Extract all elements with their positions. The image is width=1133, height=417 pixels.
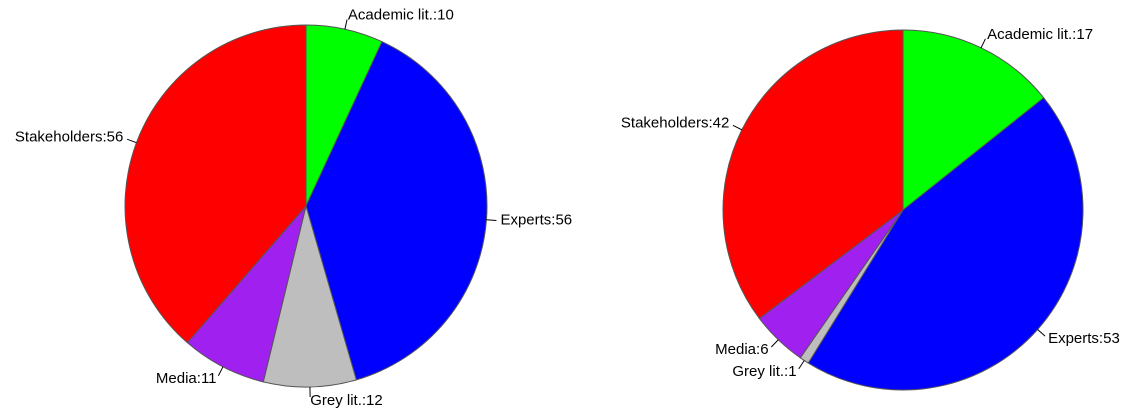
right-slice-stakeholders: [722, 29, 904, 320]
right-tick-media: [770, 339, 779, 348]
right-slice-academic-lit: [902, 29, 1045, 212]
right-label-stakeholders: Stakeholders:42: [621, 114, 729, 131]
left-label-stakeholders: Stakeholders:56: [15, 129, 123, 146]
left-tick-experts: [486, 219, 497, 221]
right-label-academic-lit: Academic lit.:17: [987, 26, 1093, 43]
right-label-media: Media:6: [715, 341, 768, 358]
left-label-grey-lit: Grey lit.:12: [310, 392, 383, 409]
left-label-experts: Experts:56: [500, 212, 572, 229]
right-label-experts: Experts:53: [1048, 330, 1120, 347]
left-slice-grey-lit: [262, 204, 357, 388]
left-label-media: Media:11: [156, 370, 217, 387]
pie-chart-left: Academic lit.:10 Experts:56 Grey lit.:12 Me…: [15, 7, 572, 409]
pie-chart-right: Academic lit.:17 Experts:53 Grey lit.:1 Med…: [621, 26, 1120, 391]
right-tick-stakeholders: [732, 124, 743, 131]
left-label-academic-lit: Academic lit.:10: [348, 7, 454, 24]
left-tick-media: [217, 366, 224, 376]
left-slice-stakeholders: [124, 24, 307, 344]
left-tick-academic-lit: [344, 19, 348, 30]
right-tick-academic-lit: [980, 38, 986, 49]
right-tick-grey-lit: [798, 360, 805, 370]
right-label-grey-lit: Grey lit.:1: [732, 363, 796, 380]
right-tick-experts: [1037, 329, 1046, 337]
left-tick-stakeholders: [126, 138, 137, 144]
